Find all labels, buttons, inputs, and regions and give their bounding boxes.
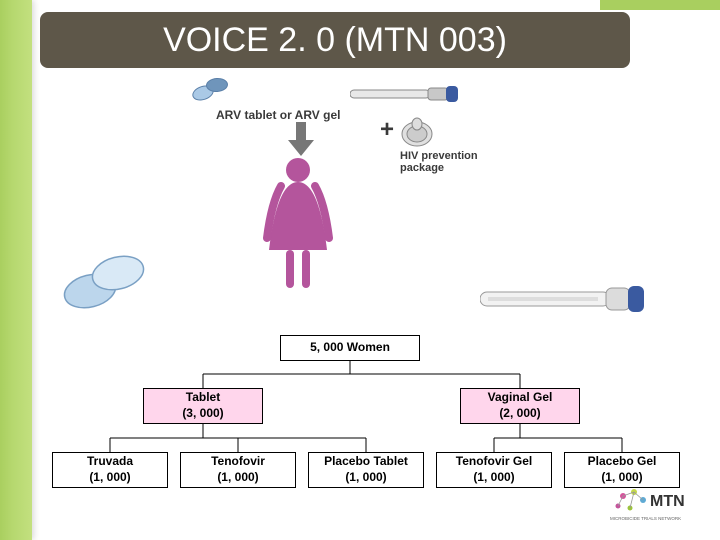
leaf-label: Placebo Gel: [588, 454, 657, 470]
logo-text: MTN: [650, 493, 685, 510]
leaf-label: Placebo Tablet: [324, 454, 408, 470]
node-leaf-truvada: Truvada (1, 000): [52, 452, 168, 488]
node-gel-group: Vaginal Gel (2, 000): [460, 388, 580, 424]
node-leaf-placebo-tablet: Placebo Tablet (1, 000): [308, 452, 424, 488]
pills-lower-left-icon: [60, 253, 150, 313]
hiv-label-line2: package: [400, 162, 444, 174]
mtn-logo: MTN MICROBICIDE TRIALS NETWORK: [610, 484, 700, 524]
logo-subtext: MICROBICIDE TRIALS NETWORK: [610, 516, 681, 521]
node-leaf-tenofovir: Tenofovir (1, 000): [180, 452, 296, 488]
node-gel-count: (2, 000): [499, 406, 540, 422]
node-leaf-placebo-gel: Placebo Gel (1, 000): [564, 452, 680, 488]
woman-icon: [263, 156, 333, 296]
intervention-diagram: ARV tablet or ARV gel + HIV prevention p…: [100, 78, 620, 333]
node-root-label: 5, 000 Women: [310, 340, 390, 356]
hiv-prevention-label: HIV prevention package: [400, 150, 478, 174]
leaf-count: (1, 000): [345, 470, 386, 486]
slide-green-top-accent: [600, 0, 720, 10]
leaf-label: Tenofovir Gel: [456, 454, 532, 470]
node-tablet-count: (3, 000): [182, 406, 223, 422]
leaf-label: Truvada: [87, 454, 133, 470]
pills-top-icon: [190, 78, 230, 108]
arv-label: ARV tablet or ARV gel: [216, 108, 340, 122]
tube-lower-right-icon: [480, 278, 650, 318]
leaf-count: (1, 000): [89, 470, 130, 486]
plus-icon: +: [380, 116, 394, 144]
node-root: 5, 000 Women: [280, 335, 420, 361]
slide-green-sidebar: [0, 0, 32, 540]
slide-title: VOICE 2. 0 (MTN 003): [40, 12, 630, 68]
leaf-count: (1, 000): [473, 470, 514, 486]
leaf-label: Tenofovir: [211, 454, 265, 470]
applicator-top-icon: [350, 80, 460, 108]
leaf-count: (1, 000): [217, 470, 258, 486]
node-tablet-label: Tablet: [186, 390, 220, 406]
hiv-label-line1: HIV prevention: [400, 150, 478, 162]
node-leaf-tenofovir-gel: Tenofovir Gel (1, 000): [436, 452, 552, 488]
condom-icon: [400, 114, 434, 148]
slide-title-text: VOICE 2. 0 (MTN 003): [163, 21, 507, 60]
node-tablet-group: Tablet (3, 000): [143, 388, 263, 424]
node-gel-label: Vaginal Gel: [488, 390, 553, 406]
